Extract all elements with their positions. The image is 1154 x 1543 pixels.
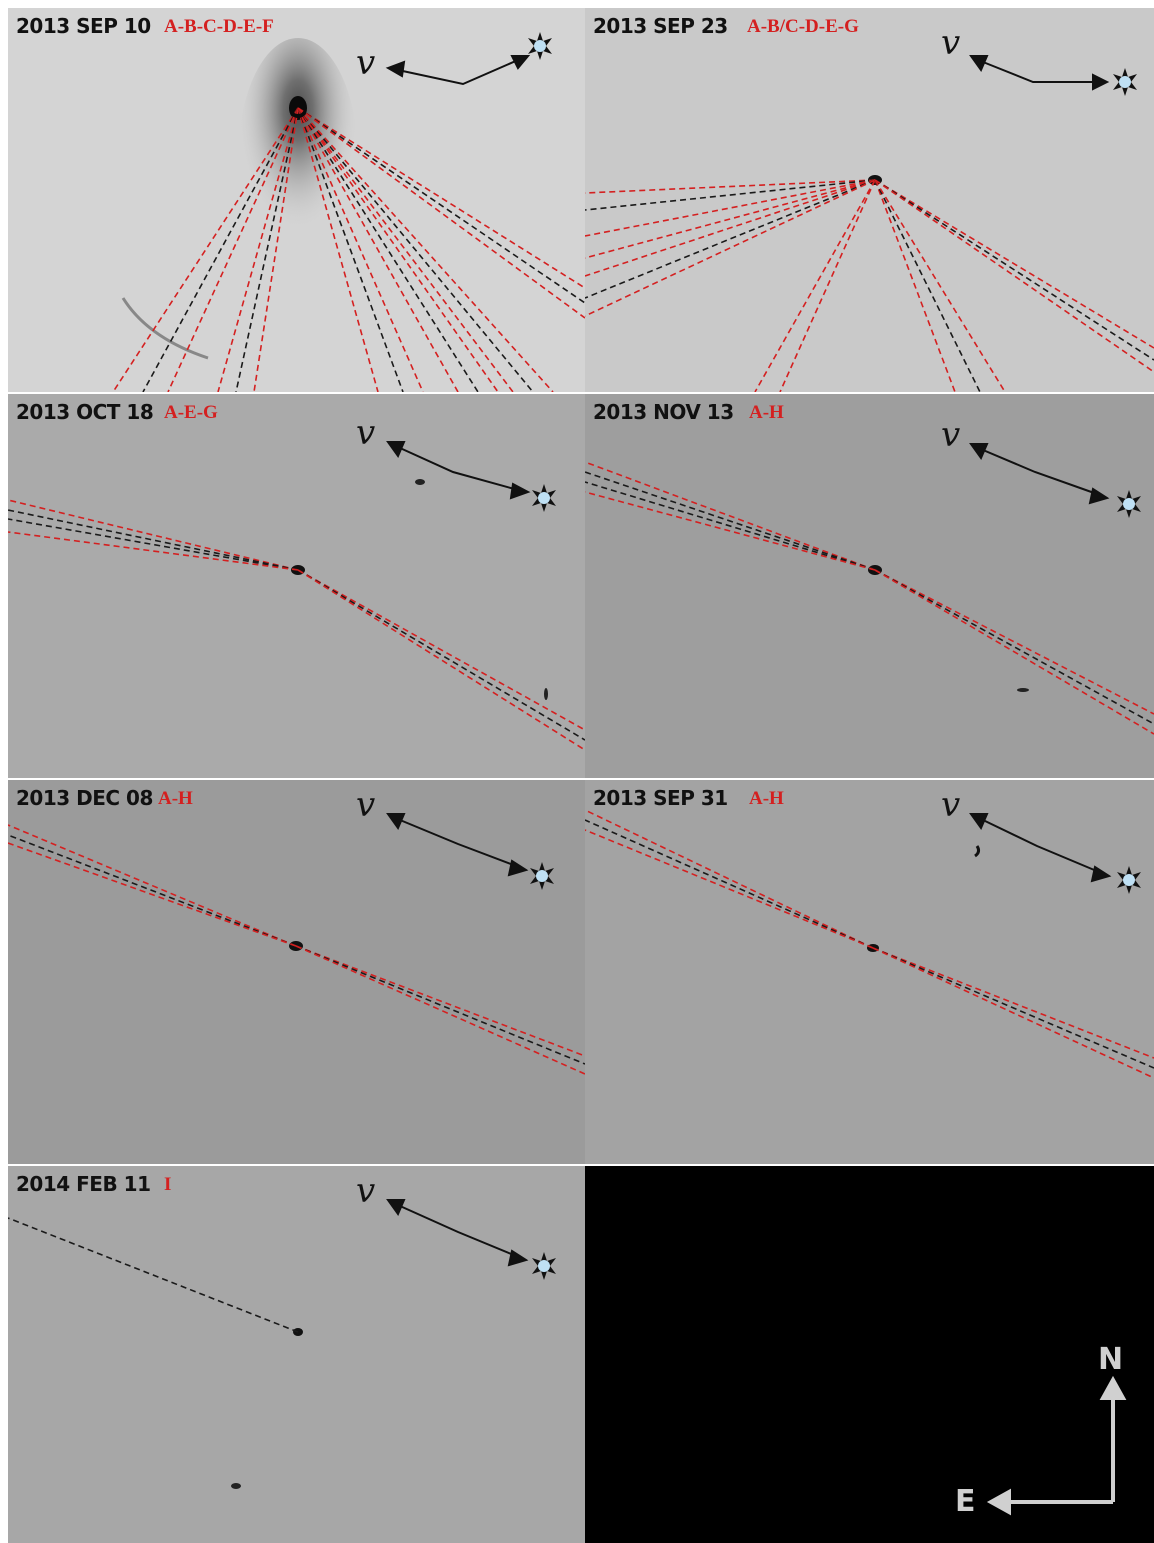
compass-panel: N E bbox=[585, 1166, 1154, 1543]
panel-date: 2014 FEB 11 bbox=[16, 1172, 151, 1196]
velocity-symbol: v bbox=[356, 413, 376, 453]
panel-2014-feb-11: 2014 FEB 11 I v bbox=[8, 1166, 585, 1543]
dashed-lines bbox=[112, 107, 585, 392]
sun-icon bbox=[1117, 866, 1141, 894]
velocity-arrow-icon bbox=[385, 55, 531, 86]
sun-icon bbox=[532, 1252, 556, 1280]
velocity-symbol: v bbox=[356, 785, 376, 825]
sun-icon bbox=[528, 32, 552, 60]
panel-date: 2013 OCT 18 bbox=[16, 400, 154, 424]
velocity-symbol: v bbox=[356, 43, 376, 83]
compass-rose bbox=[986, 1375, 1127, 1516]
panel-2013-oct-18: 2013 OCT 18 A-E-G v bbox=[8, 394, 585, 778]
panel-image bbox=[585, 8, 1154, 392]
sun-icon bbox=[530, 862, 554, 890]
panel-date: 2013 DEC 08 bbox=[16, 786, 153, 810]
sun-icon bbox=[1113, 68, 1137, 96]
panel-date: 2013 SEP 23 bbox=[593, 14, 728, 38]
panel-2013-sep-10: 2013 SEP 10 A-B-C-D-E-F v bbox=[8, 8, 585, 392]
velocity-symbol: v bbox=[941, 785, 961, 825]
panel-date: 2013 NOV 13 bbox=[593, 400, 734, 424]
compass-north-label: N bbox=[1098, 1342, 1124, 1377]
dashed-lines bbox=[8, 499, 585, 751]
panel-sequence: A-B/C-D-E-G bbox=[747, 16, 859, 37]
dashed-lines bbox=[585, 809, 1154, 1079]
compass-east-label: E bbox=[955, 1484, 976, 1519]
sun-icon bbox=[532, 484, 556, 512]
panel-2013-dec-08: 2013 DEC 08 A-H v bbox=[8, 780, 585, 1164]
panel-sequence: I bbox=[164, 1174, 172, 1195]
velocity-arrow-icon bbox=[386, 813, 529, 877]
panel-2013-sep-23: 2013 SEP 23 A-B/C-D-E-G v bbox=[585, 8, 1154, 392]
panel-sequence: A-H bbox=[749, 402, 784, 423]
velocity-arrow-icon bbox=[386, 441, 531, 500]
panel-date: 2013 SEP 31 bbox=[593, 786, 728, 810]
dashed-lines bbox=[8, 1217, 299, 1333]
panel-date: 2013 SEP 10 bbox=[16, 14, 151, 38]
panel-image bbox=[585, 780, 1154, 1164]
panel-sequence: A-E-G bbox=[164, 402, 218, 423]
velocity-arrow-icon bbox=[969, 443, 1110, 505]
panel-sequence: A-H bbox=[749, 788, 784, 809]
panel-image bbox=[585, 394, 1154, 778]
dashed-lines bbox=[8, 824, 585, 1075]
velocity-symbol: v bbox=[941, 23, 961, 63]
sun-icon bbox=[1117, 490, 1141, 518]
panel-2013-nov-13: 2013 NOV 13 A-H v bbox=[585, 394, 1154, 778]
velocity-symbol: v bbox=[356, 1171, 376, 1211]
panel-image bbox=[8, 394, 585, 778]
panel-image bbox=[8, 780, 585, 1164]
velocity-arrow-icon bbox=[969, 55, 1110, 91]
velocity-symbol: v bbox=[941, 415, 961, 455]
panel-sequence: A-B-C-D-E-F bbox=[164, 16, 274, 37]
dashed-lines bbox=[585, 179, 1154, 392]
velocity-arrow-icon bbox=[969, 813, 1112, 883]
panel-2013-sep-31: 2013 SEP 31 A-H v bbox=[585, 780, 1154, 1164]
panel-image bbox=[8, 1166, 585, 1543]
panel-sequence: A-H bbox=[158, 788, 193, 809]
dashed-lines bbox=[585, 461, 1154, 735]
panel-image bbox=[8, 8, 585, 392]
velocity-arrow-icon bbox=[386, 1199, 529, 1267]
